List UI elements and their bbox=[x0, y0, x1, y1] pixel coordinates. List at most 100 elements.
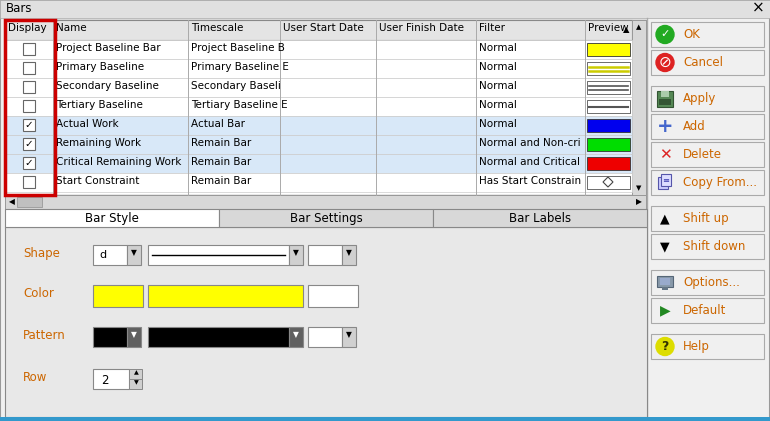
Bar bbox=[651, 170, 764, 195]
Text: Row: Row bbox=[23, 371, 48, 384]
Text: Remain Bar: Remain Bar bbox=[191, 157, 251, 167]
Text: Shape: Shape bbox=[23, 247, 60, 260]
Bar bbox=[0, 0, 770, 18]
Bar bbox=[657, 91, 673, 107]
Bar bbox=[5, 59, 632, 78]
Bar bbox=[632, 20, 646, 195]
Bar bbox=[651, 270, 764, 295]
Bar bbox=[23, 43, 35, 55]
Text: Shift up: Shift up bbox=[683, 212, 728, 225]
Bar bbox=[657, 275, 673, 287]
Text: 2: 2 bbox=[101, 374, 109, 387]
Text: Default: Default bbox=[683, 304, 726, 317]
Text: ✓: ✓ bbox=[25, 139, 33, 149]
Bar bbox=[5, 97, 632, 116]
Bar bbox=[342, 327, 356, 347]
Bar bbox=[587, 43, 630, 56]
Bar bbox=[289, 327, 303, 347]
Text: ▼: ▼ bbox=[346, 248, 352, 258]
Bar bbox=[23, 119, 35, 131]
Text: ▲: ▲ bbox=[623, 26, 629, 35]
Text: Preview: Preview bbox=[588, 23, 628, 33]
Text: Cancel: Cancel bbox=[683, 56, 723, 69]
Text: Normal: Normal bbox=[479, 43, 517, 53]
Bar bbox=[93, 245, 127, 265]
Text: Primary Baseline E: Primary Baseline E bbox=[191, 62, 289, 72]
Text: Remain Bar: Remain Bar bbox=[191, 176, 251, 186]
Text: ?: ? bbox=[661, 340, 668, 353]
Bar bbox=[129, 369, 142, 379]
Bar bbox=[587, 100, 630, 113]
Text: Normal: Normal bbox=[479, 100, 517, 110]
Text: ≡: ≡ bbox=[662, 176, 669, 184]
Bar bbox=[17, 197, 42, 207]
Bar bbox=[647, 18, 770, 421]
Bar bbox=[5, 40, 632, 59]
Bar bbox=[661, 91, 669, 96]
Bar bbox=[5, 20, 55, 195]
Bar bbox=[5, 173, 632, 192]
Bar bbox=[5, 154, 632, 173]
Text: ▶: ▶ bbox=[636, 197, 642, 206]
Text: Primary Baseline: Primary Baseline bbox=[56, 62, 144, 72]
Polygon shape bbox=[603, 177, 613, 187]
Text: Delete: Delete bbox=[683, 148, 722, 161]
Text: Remaining Work: Remaining Work bbox=[56, 138, 141, 148]
Text: Tertiary Baseline: Tertiary Baseline bbox=[56, 100, 143, 110]
Text: Color: Color bbox=[23, 287, 54, 300]
Bar bbox=[23, 62, 35, 74]
Circle shape bbox=[656, 26, 674, 43]
Bar bbox=[5, 20, 632, 40]
Bar bbox=[23, 138, 35, 150]
Bar bbox=[289, 245, 303, 265]
Bar bbox=[148, 245, 289, 265]
Text: User Start Date: User Start Date bbox=[283, 23, 363, 33]
Text: Name: Name bbox=[56, 23, 86, 33]
Bar bbox=[433, 209, 647, 227]
Text: Tertiary Baseline E: Tertiary Baseline E bbox=[191, 100, 288, 110]
Bar bbox=[661, 173, 671, 186]
Bar bbox=[651, 22, 764, 47]
Text: Shift down: Shift down bbox=[683, 240, 745, 253]
Text: ✓: ✓ bbox=[25, 158, 33, 168]
Text: Pattern: Pattern bbox=[23, 329, 65, 342]
Bar bbox=[587, 62, 630, 75]
Bar bbox=[5, 20, 646, 195]
Circle shape bbox=[656, 53, 674, 72]
Text: Add: Add bbox=[683, 120, 706, 133]
Bar bbox=[5, 135, 632, 154]
Text: ▶: ▶ bbox=[660, 304, 671, 317]
Bar bbox=[23, 176, 35, 188]
Text: Timescale: Timescale bbox=[191, 23, 243, 33]
Text: Normal: Normal bbox=[479, 62, 517, 72]
Bar bbox=[587, 157, 630, 170]
Bar bbox=[93, 285, 143, 307]
Bar bbox=[651, 234, 764, 259]
Text: ▼: ▼ bbox=[293, 248, 299, 258]
Text: OK: OK bbox=[683, 28, 700, 41]
Text: ▲: ▲ bbox=[660, 212, 670, 225]
Bar bbox=[129, 379, 142, 389]
Text: Bar Style: Bar Style bbox=[85, 212, 139, 225]
Bar bbox=[651, 206, 764, 231]
Bar bbox=[587, 119, 630, 132]
Text: Normal and Critical: Normal and Critical bbox=[479, 157, 580, 167]
Text: ◀: ◀ bbox=[9, 197, 15, 206]
Text: ▲: ▲ bbox=[636, 24, 641, 30]
Text: ✓: ✓ bbox=[25, 120, 33, 130]
Bar bbox=[342, 245, 356, 265]
Text: Remain Bar: Remain Bar bbox=[191, 138, 251, 148]
Bar bbox=[93, 369, 129, 389]
Text: ▼: ▼ bbox=[636, 185, 641, 191]
Bar bbox=[660, 277, 670, 285]
Circle shape bbox=[656, 338, 674, 355]
Bar bbox=[658, 176, 668, 189]
Text: +: + bbox=[657, 117, 673, 136]
Bar bbox=[23, 81, 35, 93]
Bar bbox=[651, 50, 764, 75]
Text: Apply: Apply bbox=[683, 92, 716, 105]
Text: ▼: ▼ bbox=[293, 330, 299, 339]
Text: ⊘: ⊘ bbox=[658, 55, 671, 70]
Bar bbox=[93, 327, 127, 347]
Bar bbox=[127, 245, 141, 265]
